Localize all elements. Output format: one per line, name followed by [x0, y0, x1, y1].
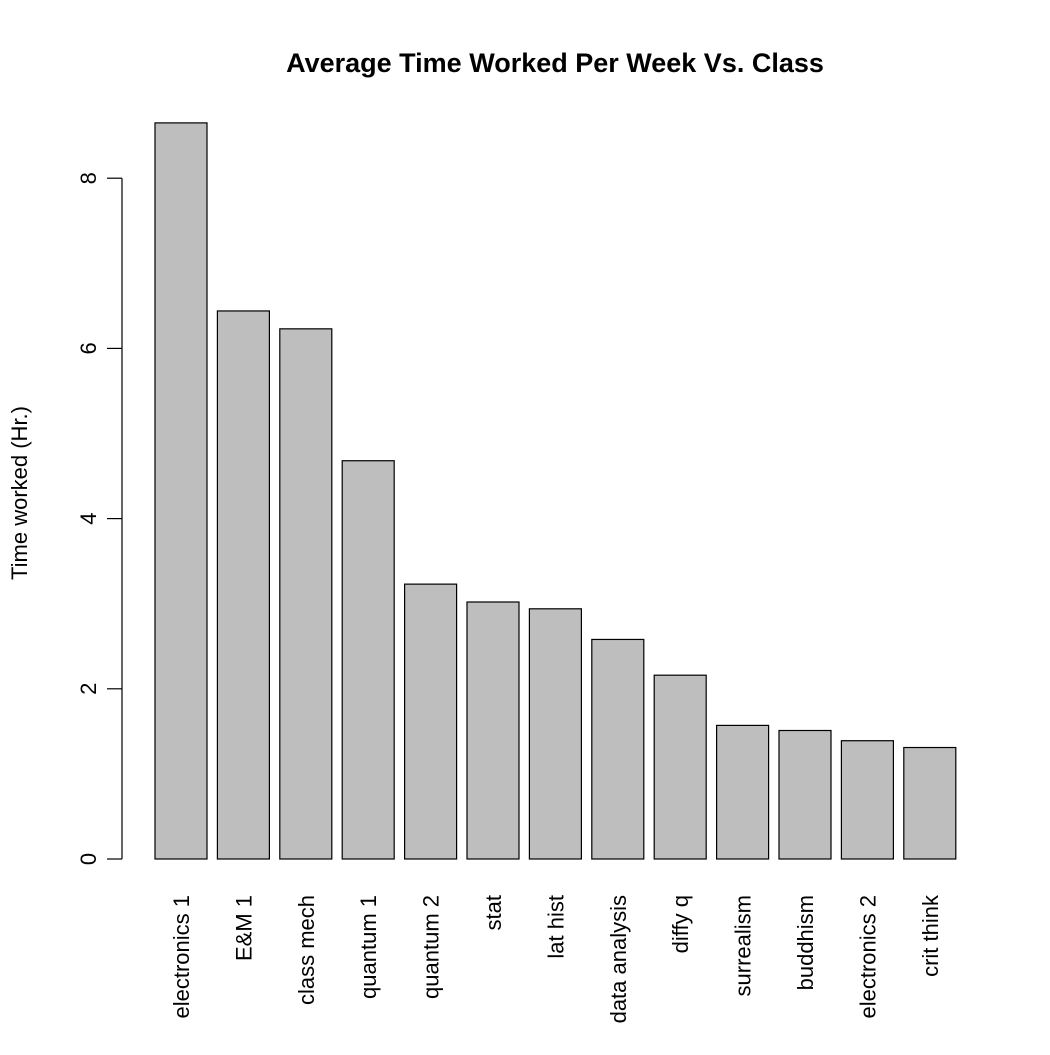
- y-axis-label: Time worked (Hr.): [7, 406, 32, 580]
- bar: [591, 638, 645, 860]
- bar: [840, 740, 895, 860]
- bar: [528, 608, 583, 860]
- x-tick-label: diffy q: [668, 895, 693, 953]
- x-tick-label: surrealism: [731, 895, 756, 996]
- x-tick-label: electronics 2: [855, 895, 880, 1019]
- x-tick-label: E&M 1: [231, 895, 256, 961]
- bars: [154, 122, 957, 860]
- bar: [715, 724, 770, 860]
- x-tick-label: lat hist: [543, 895, 568, 959]
- bar: [341, 460, 395, 860]
- bar: [154, 122, 208, 860]
- bar: [466, 601, 520, 860]
- x-axis-labels: electronics 1 E&M 1 class mech quantum 1 qua…: [169, 894, 943, 1023]
- y-tick-label: 2: [76, 683, 101, 695]
- bar: [404, 583, 458, 860]
- y-tick-label: 4: [76, 512, 101, 524]
- x-tick-label: electronics 1: [169, 895, 194, 1019]
- bar: [216, 310, 270, 860]
- x-tick-label: stat: [481, 895, 506, 930]
- y-tick-label: 0: [76, 853, 101, 865]
- y-tick-label: 8: [76, 172, 101, 184]
- bar: [653, 674, 707, 860]
- bar: [778, 729, 832, 860]
- y-tick-label: 6: [76, 342, 101, 354]
- x-tick-label: data analysis: [606, 895, 631, 1023]
- y-axis: 0 2 4 6 8: [76, 172, 123, 865]
- chart-title: Average Time Worked Per Week Vs. Class: [286, 48, 824, 78]
- x-tick-label: class mech: [294, 895, 319, 1005]
- x-tick-label: crit think: [918, 894, 943, 977]
- bar: [279, 328, 333, 860]
- x-tick-label: buddhism: [793, 895, 818, 990]
- x-tick-label: quantum 2: [419, 895, 444, 999]
- x-tick-label: quantum 1: [356, 895, 381, 999]
- bar: [903, 746, 957, 860]
